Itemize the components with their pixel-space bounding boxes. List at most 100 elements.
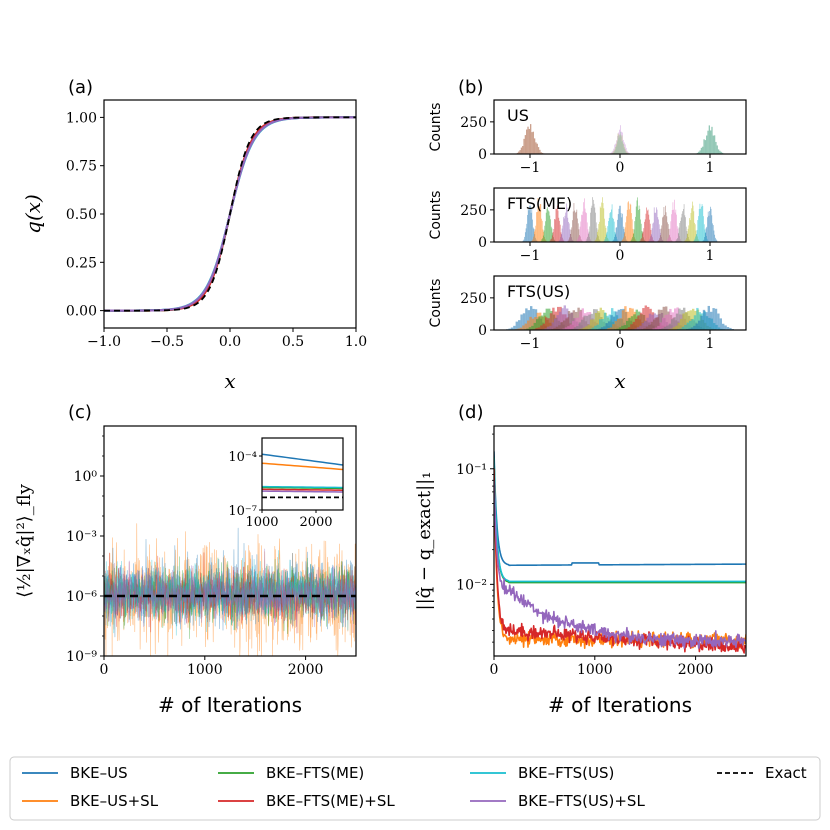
panel-b-hist-bar: [695, 236, 696, 242]
panel-c-inset-line-bke-fts-me-sl: [261, 488, 344, 491]
panel-b-hist-bar: [580, 221, 582, 242]
panel-b-hist-bar: [605, 233, 607, 242]
panel-b-hist-bar: [584, 198, 585, 242]
panel-b-hist-bar: [529, 316, 532, 330]
panel-b-hist-bar: [524, 236, 525, 242]
panel-b-hist-bar: [566, 207, 568, 242]
panel-b-hist-bar: [569, 229, 571, 242]
panel-b-hist-bar: [686, 238, 687, 242]
panel-b-hist-bar: [698, 209, 700, 242]
panel-d-ylabel: ||q̂ − q_exact||₁: [414, 472, 435, 611]
panel-b-hist-bar: [597, 311, 600, 330]
panel-b-hist-bar: [576, 326, 579, 330]
panel-b-hist-bar: [647, 209, 649, 242]
panel-b-hist-bar: [546, 209, 548, 242]
panel-d-line-bke-fts-us-: [494, 457, 746, 583]
panel-b-hist-bar: [631, 219, 633, 242]
panel-d-ytick-label: 10⁻¹: [456, 462, 487, 478]
panel-b-hist-bar: [641, 323, 644, 330]
panel-b-hist-bar: [522, 145, 524, 154]
panel-b-hist-bar: [603, 240, 605, 242]
panel-b-ytick-label: 250: [460, 203, 487, 219]
panel-b-hist-bar: [696, 230, 698, 242]
panel-b-hist-bar: [684, 324, 687, 330]
panel-b-hist-bar: [531, 318, 535, 330]
panel-b-hist-bar: [546, 326, 550, 330]
panel-b-hist-bar: [595, 222, 597, 242]
panel-b-hist-bar: [552, 232, 554, 242]
panel-b-hist-bar: [694, 224, 696, 242]
panel-b-hist-bar: [538, 316, 541, 330]
panel-b-hist-bar: [533, 236, 534, 242]
panel-b-hist-bar: [595, 212, 596, 242]
panel-d-xtick-label: 1000: [577, 662, 613, 678]
panel-b-hist-bar: [658, 219, 659, 242]
panel-b-hist-bar: [638, 210, 639, 242]
panel-b-hist-bar: [613, 152, 615, 154]
panel-a-ytick-label: 0.00: [66, 304, 97, 320]
panel-b-hist-bar: [626, 311, 629, 330]
panel-b-hist-bar: [540, 152, 542, 154]
panel-b-hist-bar: [684, 215, 686, 242]
panel-b-hist-bar: [693, 315, 697, 330]
panel-b-hist-bar: [647, 210, 648, 242]
panel-b-hist-bar: [573, 203, 575, 242]
panel-b-hist-bar: [709, 210, 710, 242]
panel-b-hist-bar: [541, 218, 542, 242]
panel-c-inset-line-bke-fts-us-sl: [261, 490, 344, 493]
panel-b-hist-bar: [636, 200, 638, 242]
panel-b-hist-bar: [665, 212, 667, 242]
legend-frame: [9, 756, 821, 821]
panel-b-hist-bar: [655, 317, 658, 330]
panel-b-hist-bar: [619, 318, 622, 330]
panel-b-hist-bar: [623, 325, 626, 330]
panel-b-hist-bar: [699, 203, 701, 242]
panel-b-hist-bar: [654, 327, 658, 330]
panel-b-hist-bar: [607, 226, 609, 242]
panel-b-hist-bar: [523, 138, 525, 154]
panel-b-ytick-label: 0: [478, 147, 487, 163]
panel-b-hist-bar: [661, 225, 663, 242]
panel-b-hist-bar: [639, 325, 642, 330]
panel-b-hist-bar: [606, 315, 609, 330]
panel-b-hist-bar: [648, 324, 651, 330]
panel-b-hist-bar: [683, 204, 685, 242]
panel-b-hist-bar: [711, 126, 713, 154]
panel-b-hist-bar: [612, 240, 614, 242]
panel-b-hist-bar: [702, 146, 704, 154]
panel-b-hist-bar: [680, 318, 683, 330]
panel-b-hist-bar: [609, 213, 611, 242]
panel-b-hist-bar: [587, 324, 590, 330]
panel-b-hist-bar: [635, 206, 637, 242]
panel-b-hist-bar: [688, 225, 690, 242]
panel-b-hist-bar: [675, 209, 677, 242]
panel-b-hist-bar: [712, 223, 713, 242]
panel-b-hist-bar: [618, 327, 622, 330]
panel-b-hist-bar: [615, 227, 617, 242]
panel-b-hist-bar: [703, 139, 705, 154]
panel-b-hist-bar: [545, 221, 546, 242]
panel-b-hist-bar: [592, 319, 595, 330]
panel-b-hist-bar: [540, 325, 543, 330]
panel-b-hist-bar: [631, 213, 632, 242]
panel-b-hist-bar: [602, 197, 603, 242]
panel-b-hist-bar: [578, 237, 579, 242]
panel-b-hist-bar: [544, 225, 546, 242]
panel-b-hist-bar: [708, 215, 710, 242]
panel-b-hist-bar: [617, 214, 619, 242]
panel-b-hist-bar: [543, 230, 545, 242]
panel-b-hist-bar: [596, 324, 599, 330]
panel-b-hist-bar: [558, 240, 560, 242]
panel-b-hist-bar: [581, 215, 583, 242]
panel-b-hist-bar: [616, 328, 619, 330]
panel-a-xtick-label: 1.0: [345, 334, 367, 350]
panel-b-hist-bar: [510, 327, 514, 330]
panel-b-hist-bar: [625, 328, 628, 330]
panel-b-hist-bar: [662, 317, 665, 330]
panel-b-hist-bar: [676, 214, 677, 242]
panel-b-hist-bar: [650, 229, 652, 242]
panel-b-hist-bar: [606, 231, 608, 242]
panel-b-hist-bar: [659, 235, 661, 242]
panel-b-hist-bar: [676, 239, 678, 242]
